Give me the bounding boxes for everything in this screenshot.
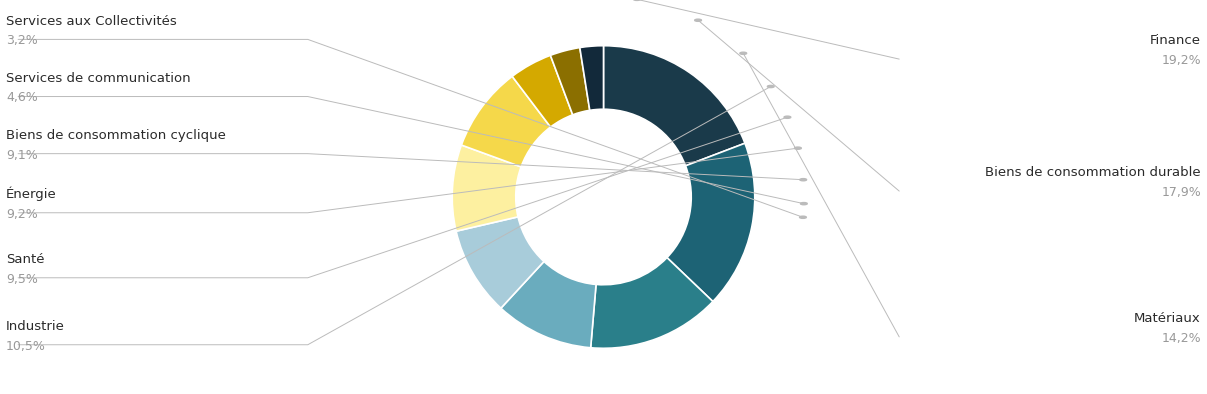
Text: 4,6%: 4,6% (6, 91, 37, 104)
Text: Biens de consommation durable: Biens de consommation durable (985, 166, 1201, 179)
Text: Santé: Santé (6, 253, 45, 266)
Wedge shape (453, 145, 521, 231)
Wedge shape (501, 262, 596, 348)
Text: 19,2%: 19,2% (1161, 54, 1201, 67)
Text: 9,1%: 9,1% (6, 149, 37, 162)
Text: 14,2%: 14,2% (1161, 332, 1201, 345)
Text: 17,9%: 17,9% (1161, 186, 1201, 199)
Wedge shape (512, 55, 572, 127)
Text: Finance: Finance (1150, 34, 1201, 47)
Wedge shape (456, 217, 544, 308)
Text: 9,2%: 9,2% (6, 208, 37, 221)
Wedge shape (579, 46, 604, 110)
Wedge shape (550, 48, 590, 115)
Text: 10,5%: 10,5% (6, 340, 46, 353)
Text: Services de communication: Services de communication (6, 72, 191, 85)
Text: Industrie: Industrie (6, 320, 65, 333)
Text: Matériaux: Matériaux (1135, 312, 1201, 325)
Wedge shape (590, 258, 713, 348)
Wedge shape (667, 143, 754, 301)
Text: 9,5%: 9,5% (6, 273, 37, 286)
Text: 3,2%: 3,2% (6, 34, 37, 47)
Text: Biens de consommation cyclique: Biens de consommation cyclique (6, 129, 226, 142)
Wedge shape (604, 46, 745, 166)
Text: Services aux Collectivités: Services aux Collectivités (6, 15, 176, 28)
Text: Énergie: Énergie (6, 186, 57, 201)
Wedge shape (461, 76, 550, 167)
